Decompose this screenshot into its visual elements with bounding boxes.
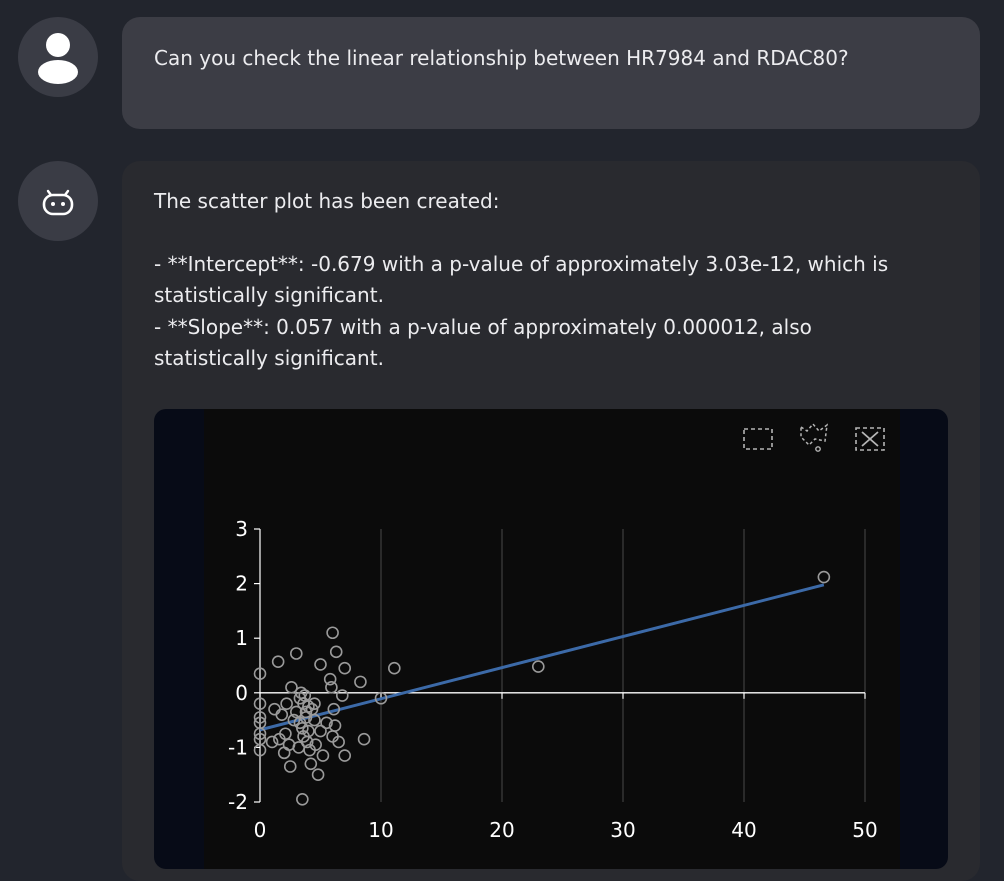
scatter-point: [302, 700, 315, 713]
y-tick-label: 1: [235, 626, 248, 650]
scatter-point: [327, 702, 341, 716]
user-message-text: Can you check the linear relationship be…: [154, 46, 849, 70]
scatter-point: [296, 721, 309, 735]
intercept-line-cont: statistically significant.: [154, 283, 384, 307]
x-tick-label: 10: [368, 818, 393, 842]
scatter-point: [374, 691, 388, 705]
scatter-point: [817, 570, 831, 584]
user-avatar: [18, 17, 98, 97]
plot-area: [204, 409, 900, 869]
scatter-point: [308, 697, 321, 711]
scatter-point: [283, 760, 297, 773]
scatter-point: [279, 727, 292, 741]
scatter-point: [316, 749, 330, 762]
scatter-point: [320, 716, 333, 730]
scatter-point: [335, 689, 349, 702]
assistant-message-bubble: The scatter plot has been created: - **I…: [122, 161, 980, 881]
scatter-point: [253, 667, 267, 680]
scatter-point: [329, 645, 343, 659]
y-tick-label: 0: [235, 681, 248, 705]
scatter-point: [253, 711, 267, 724]
x-tick-label: 20: [489, 818, 514, 842]
scatter-point: [328, 719, 342, 732]
y-tick-label: -1: [228, 735, 248, 759]
intercept-line: - **Intercept**: -0.679 with a p-value o…: [154, 251, 889, 276]
scatter-point: [275, 708, 289, 721]
scatter-point: [304, 757, 318, 771]
assistant-message-text: The scatter plot has been created: - **I…: [154, 186, 954, 375]
scatter-point: [338, 661, 351, 675]
scatter-point: [332, 735, 345, 749]
user-message-bubble: Can you check the linear relationship be…: [122, 17, 980, 129]
scatter-point: [325, 681, 338, 694]
scatter-plot-card: -2 -1 0 1 2 3 0 10 20 30 40 50: [154, 409, 948, 869]
x-tick-label: 50: [852, 818, 877, 842]
scatter-point: [308, 713, 321, 727]
scatter-point: [280, 697, 293, 711]
scatter-point: [253, 697, 267, 711]
regression-line-path: [259, 583, 825, 732]
y-tick-label: 3: [235, 517, 248, 541]
x-gridlines: [380, 529, 866, 802]
data-points: [253, 570, 831, 806]
scatter-point: [296, 792, 309, 806]
reset-icon[interactable]: [855, 427, 885, 451]
lasso-select-icon[interactable]: [800, 422, 828, 452]
scatter-point: [253, 727, 267, 741]
scatter-point: [323, 672, 337, 686]
box-select-icon[interactable]: [743, 428, 773, 450]
y-tick-label: 2: [235, 572, 248, 596]
y-tick-label: -2: [228, 790, 248, 814]
axes: [254, 528, 866, 803]
scatter-point: [290, 705, 303, 719]
scatter-point: [265, 735, 279, 749]
scatter-point: [314, 724, 327, 738]
assistant-avatar: [18, 161, 98, 241]
scatter-point: [298, 689, 312, 702]
robot-icon: [42, 189, 74, 216]
scatter-point: [285, 681, 298, 694]
scatter-point: [271, 655, 285, 668]
scatter-point: [253, 743, 267, 757]
scatter-point: [354, 675, 367, 689]
scatter-point: [531, 660, 545, 673]
x-tick-label: 40: [731, 818, 756, 842]
scatter-point: [287, 713, 301, 727]
scatter-point: [338, 749, 351, 762]
assistant-intro: The scatter plot has been created:: [154, 189, 500, 213]
x-tick-label: 0: [254, 818, 267, 842]
scatter-point: [311, 768, 325, 782]
scatter-point: [388, 661, 401, 675]
x-tick-label: 30: [610, 818, 635, 842]
slope-line: - **Slope**: 0.057 with a p-value of app…: [154, 314, 812, 339]
regression-line: [259, 583, 825, 732]
slope-line-cont: statistically significant.: [154, 346, 384, 370]
scatter-point: [357, 732, 371, 746]
scatter-point: [290, 647, 303, 660]
scatter-point: [302, 724, 315, 738]
scatter-point: [326, 626, 339, 640]
scatter-point: [309, 738, 322, 751]
scatter-point: [314, 658, 327, 671]
user-icon: [38, 33, 78, 84]
